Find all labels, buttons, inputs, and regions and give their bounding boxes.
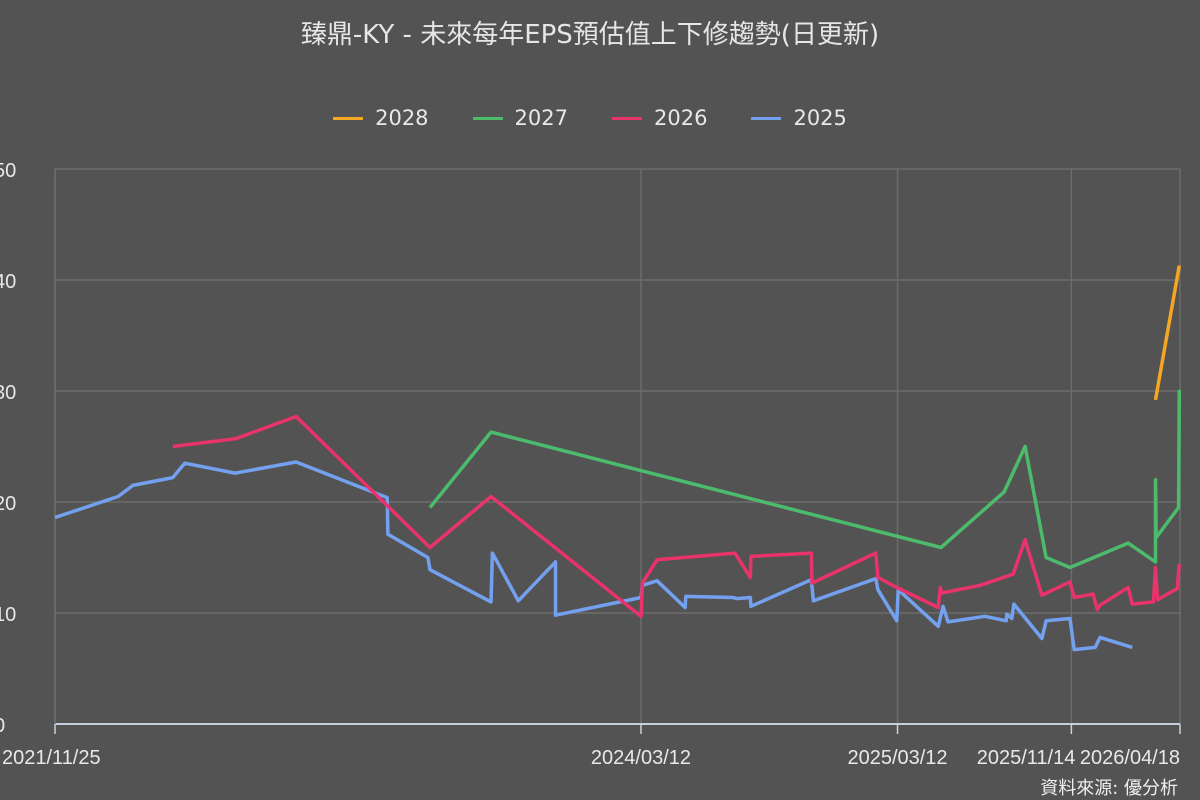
x-tick-label: 2025/11/14 [977,747,1076,769]
legend-swatch-2028 [333,116,364,120]
legend-label: 2028 [375,106,429,130]
x-tick-label: 2024/03/12 [591,747,691,769]
y-tick-label: 40 [0,271,16,293]
legend: 2028 2027 2026 2025 [0,106,1180,130]
legend-item-2025[interactable]: 2025 [751,106,847,130]
legend-label: 2025 [793,106,847,130]
x-tick-label: 2021/11/25 [2,747,101,769]
legend-swatch-2026 [612,116,642,120]
y-tick-label: 50 [0,160,16,182]
chart-title: 臻鼎-KY - 未來每年EPS預估值上下修趨勢(日更新) [300,20,880,50]
legend-item-2027[interactable]: 2027 [472,106,568,130]
legend-item-2026[interactable]: 2026 [612,106,707,130]
y-tick-label: 0 [0,715,5,737]
series-line-2027 [428,389,1182,570]
x-tick-label: 2025/03/12 [847,747,947,769]
legend-item-2028[interactable]: 2028 [333,106,429,130]
source-note: 資料來源: 優分析 [1040,778,1178,799]
legend-label: 2026 [654,106,708,130]
series-line-2025 [54,460,1133,652]
y-tick-label: 10 [0,604,16,626]
legend-swatch-2025 [751,116,782,120]
x-tick-label: 2026/04/18 [1080,747,1180,769]
series-line-2028 [1153,265,1182,401]
y-tick-label: 30 [0,382,16,404]
series-line-2026 [172,414,1182,619]
legend-swatch-2027 [472,116,503,120]
y-tick-label: 20 [0,493,16,515]
legend-label: 2027 [514,106,568,130]
